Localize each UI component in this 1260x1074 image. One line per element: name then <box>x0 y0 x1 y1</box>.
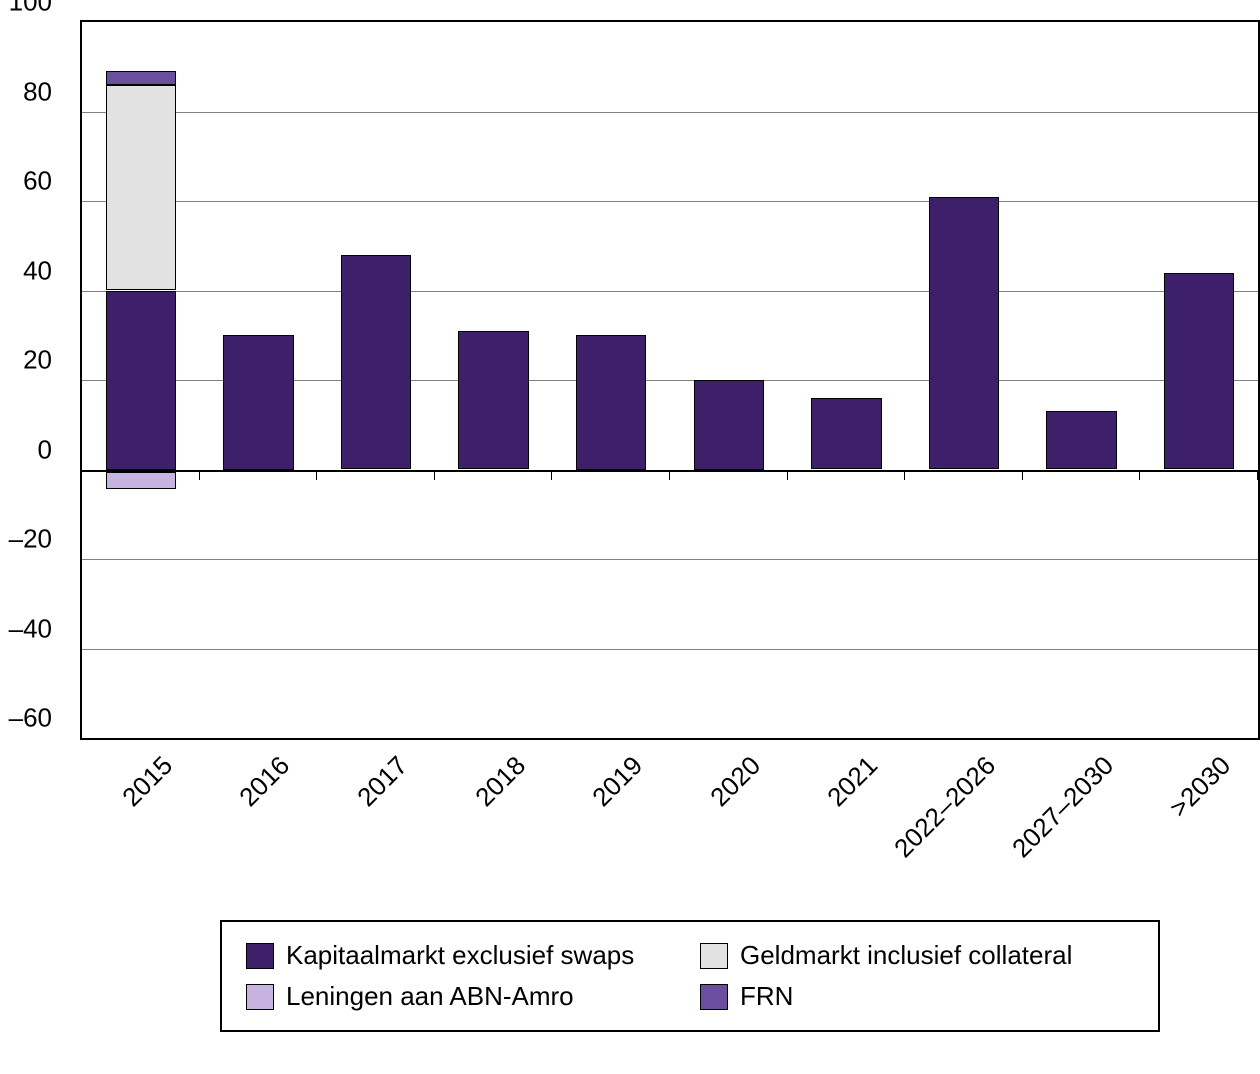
x-tick-label: 2022–2026 <box>888 750 1002 864</box>
x-tick-label: 2021 <box>821 750 884 813</box>
y-tick-label: 40 <box>23 255 52 286</box>
legend-item: Kapitaalmarkt exclusief swaps <box>246 940 680 971</box>
bar-segment-geldmarkt <box>106 85 177 291</box>
bar-segment-kapitaalmarkt <box>929 197 1000 470</box>
legend-item: Geldmarkt inclusief collateral <box>700 940 1134 971</box>
x-tick-label: 2016 <box>233 750 296 813</box>
x-tick-label: 2017 <box>351 750 414 813</box>
gridline <box>82 201 1258 202</box>
gridline <box>82 112 1258 113</box>
x-tick-label: 2027–2030 <box>1006 750 1120 864</box>
gridline <box>82 649 1258 650</box>
plot-area <box>80 20 1260 740</box>
y-tick-label: 20 <box>23 345 52 376</box>
bar-segment-leningen <box>106 472 177 490</box>
legend-swatch <box>246 984 274 1010</box>
x-tick-label: 2020 <box>704 750 767 813</box>
legend: Kapitaalmarkt exclusief swaps Geldmarkt i… <box>220 920 1160 1032</box>
gridline <box>82 291 1258 292</box>
legend-item: FRN <box>700 981 1134 1012</box>
y-tick-label: 0 <box>38 434 52 465</box>
x-tick-mark <box>434 470 435 480</box>
gridline <box>82 559 1258 560</box>
bar-segment-kapitaalmarkt <box>341 255 412 470</box>
x-tick-label: 2019 <box>586 750 649 813</box>
y-tick-label: 100 <box>9 0 52 18</box>
x-axis-labels: 2015 2016 2017 2018 2019 2020 20212022–2026202… <box>80 740 1260 900</box>
bar-segment-frn <box>106 71 177 84</box>
y-tick-label: –40 <box>9 613 52 644</box>
y-tick-label: –20 <box>9 524 52 555</box>
x-tick-mark <box>669 470 670 480</box>
bar-segment-kapitaalmarkt <box>576 335 647 469</box>
y-axis-ticks: –60–40–20020406080100 <box>0 0 60 720</box>
zero-gridline <box>82 470 1258 472</box>
x-tick-mark <box>1139 470 1140 480</box>
y-tick-label: 80 <box>23 76 52 107</box>
x-tick-mark <box>551 470 552 480</box>
bar-segment-kapitaalmarkt <box>106 291 177 470</box>
bar-segment-kapitaalmarkt <box>458 331 529 470</box>
x-tick-mark <box>316 470 317 480</box>
bar-segment-kapitaalmarkt <box>694 380 765 470</box>
bar-segment-kapitaalmarkt <box>223 335 294 469</box>
x-tick-mark <box>787 470 788 480</box>
legend-label: Geldmarkt inclusief collateral <box>740 940 1072 971</box>
x-tick-mark <box>1022 470 1023 480</box>
bar-segment-kapitaalmarkt <box>1164 273 1235 470</box>
x-tick-mark <box>904 470 905 480</box>
legend-label: Kapitaalmarkt exclusief swaps <box>286 940 634 971</box>
x-tick-label: 2015 <box>116 750 179 813</box>
x-tick-mark <box>199 470 200 480</box>
legend-swatch <box>700 984 728 1010</box>
legend-item: Leningen aan ABN-Amro <box>246 981 680 1012</box>
x-tick-mark <box>1257 470 1258 480</box>
y-tick-label: –60 <box>9 703 52 734</box>
x-tick-label: 2018 <box>469 750 532 813</box>
bar-segment-kapitaalmarkt <box>811 398 882 470</box>
y-tick-label: 60 <box>23 166 52 197</box>
x-tick-label: >2030 <box>1164 750 1238 824</box>
legend-swatch <box>700 943 728 969</box>
bar-segment-kapitaalmarkt <box>1046 411 1117 469</box>
chart-container: –60–40–20020406080100 201520162017201820… <box>20 20 1240 1032</box>
legend-label: Leningen aan ABN-Amro <box>286 981 574 1012</box>
legend-swatch <box>246 943 274 969</box>
legend-label: FRN <box>740 981 793 1012</box>
